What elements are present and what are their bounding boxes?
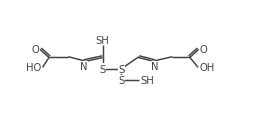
Text: S: S <box>100 64 106 74</box>
Text: SH: SH <box>140 76 154 86</box>
Text: O: O <box>32 44 40 54</box>
Text: S: S <box>118 64 124 74</box>
Text: HO: HO <box>26 63 42 73</box>
Text: N: N <box>151 62 158 72</box>
Text: S: S <box>118 76 124 86</box>
Text: OH: OH <box>199 63 214 73</box>
Text: N: N <box>80 62 88 72</box>
Text: O: O <box>199 44 207 54</box>
Text: SH: SH <box>96 35 109 45</box>
